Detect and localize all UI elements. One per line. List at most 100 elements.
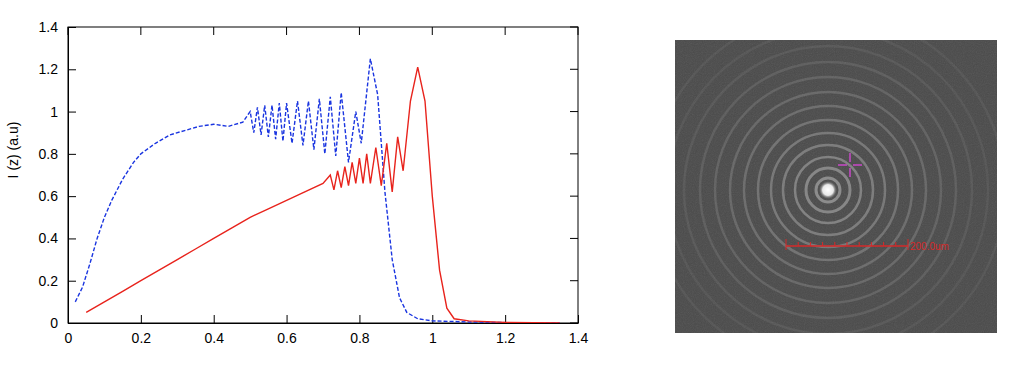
y-tick: 0.2 [39,273,76,289]
x-tick-label: 0.6 [277,330,297,346]
mirror-ticks [68,27,578,323]
ring [684,46,972,333]
x-tick-label: 1 [429,330,437,346]
figure: 0 0.2 0.4 0.6 0.8 1 1.2 1.4 0 0.2 0.4 0.6 0.8 1 1.2 1.4… [0,0,1024,375]
x-tick-label: 0.4 [204,330,224,346]
y-tick-mark-right [570,27,578,28]
ring [730,92,926,288]
ring [771,133,885,247]
y-tick-mark [68,323,76,324]
y-tick-label: 0.2 [39,273,59,289]
x-tick: 0.4 [204,315,224,346]
y-tick-mark [68,238,76,239]
y-axis: 0 0.2 0.4 0.6 0.8 1 1.2 1.4 [39,19,76,331]
x-tick-mark [578,315,579,323]
x-tick: 0.2 [132,315,152,346]
x-tick: 1.4 [569,315,589,346]
scale-bar-tick [822,242,823,246]
scale-bar: 200.0um [786,239,949,252]
scale-bar-tick [834,242,835,246]
x-tick: 1 [429,315,437,346]
cross-arm [849,168,851,177]
y-tick: 0 [50,315,76,331]
x-tick-mark [432,315,433,323]
y-tick-mark [68,27,76,28]
y-tick-mark-right [570,69,578,70]
scale-bar-tick [798,242,799,246]
y-tick-mark [68,281,76,282]
y-tick-mark-right [570,153,578,154]
series-line [75,59,560,323]
y-tick-mark-right [570,238,578,239]
cross-arm [838,164,847,166]
y-tick-mark-right [570,196,578,197]
scale-bar-tick [895,242,896,246]
y-tick-label: 1.4 [39,19,59,35]
y-tick-mark [68,69,76,70]
ring [795,157,861,223]
y-tick-mark-right [570,323,578,324]
ring [675,40,997,333]
x-tick-label: 0.2 [132,330,152,346]
scale-bar-label: 200.0um [910,241,949,252]
x-tick-mark-top [213,27,214,35]
cross-arm [853,164,862,166]
x-tick-mark-top [578,27,579,35]
central-spot [819,181,837,199]
x-tick-label: 1.2 [496,330,516,346]
x-tick-label: 0.8 [350,330,370,346]
x-tick-mark-top [286,27,287,35]
x-tick-mark [287,315,288,323]
y-tick: 1 [50,104,76,120]
ring [806,168,850,212]
scale-bar-tick [847,242,848,246]
ring [715,77,941,303]
y-tick-label: 1.2 [39,61,59,77]
x-tick-mark-top [505,27,506,35]
scale-bar-tick [859,242,860,246]
y-axis-title: I (z) (a.u) [5,122,21,179]
y-tick: 1.2 [39,61,76,77]
y-tick-mark [68,154,76,155]
scale-bar-tick [786,239,787,250]
y-tick-label: 0.4 [39,230,59,246]
ring [700,62,956,318]
x-axis-line [69,323,579,324]
x-tick-mark-top [68,27,69,35]
y-tick-mark-right [570,111,578,112]
ring [675,40,988,333]
ring [758,120,898,260]
y-tick-label: 0 [50,315,58,331]
cross-arm [849,153,851,162]
y-tick-mark-right [570,280,578,281]
y-tick-label: 1 [50,104,58,120]
y-tick-label: 0.8 [39,146,59,162]
y-tick-label: 0.6 [39,188,59,204]
scale-bar-tick [871,242,872,246]
scale-bar-tick [908,239,909,250]
x-tick-mark [214,315,215,323]
x-tick-label: 0 [65,330,73,346]
y-tick: 0.6 [39,188,76,204]
y-tick: 1.4 [39,19,76,35]
x-tick-mark-top [140,27,141,35]
x-axis: 0 0.2 0.4 0.6 0.8 1 1.2 1.4 [65,315,589,346]
y-tick: 0.4 [39,230,76,246]
scale-bar-tick [883,242,884,246]
x-tick: 1.2 [496,315,516,346]
plot-area [75,59,560,323]
x-tick-mark [141,315,142,323]
ring [744,106,912,274]
y-tick: 0.8 [39,146,76,162]
photo [675,40,997,333]
scale-bar-tick [810,242,811,246]
x-tick-label: 1.4 [569,330,589,346]
ring [816,178,840,202]
y-axis-line [68,28,69,324]
x-tick: 0.8 [350,315,370,346]
ring [783,145,873,235]
series-line [86,67,560,323]
x-tick-mark [359,315,360,323]
y-tick-mark [68,196,76,197]
x-tick-mark-top [432,27,433,35]
